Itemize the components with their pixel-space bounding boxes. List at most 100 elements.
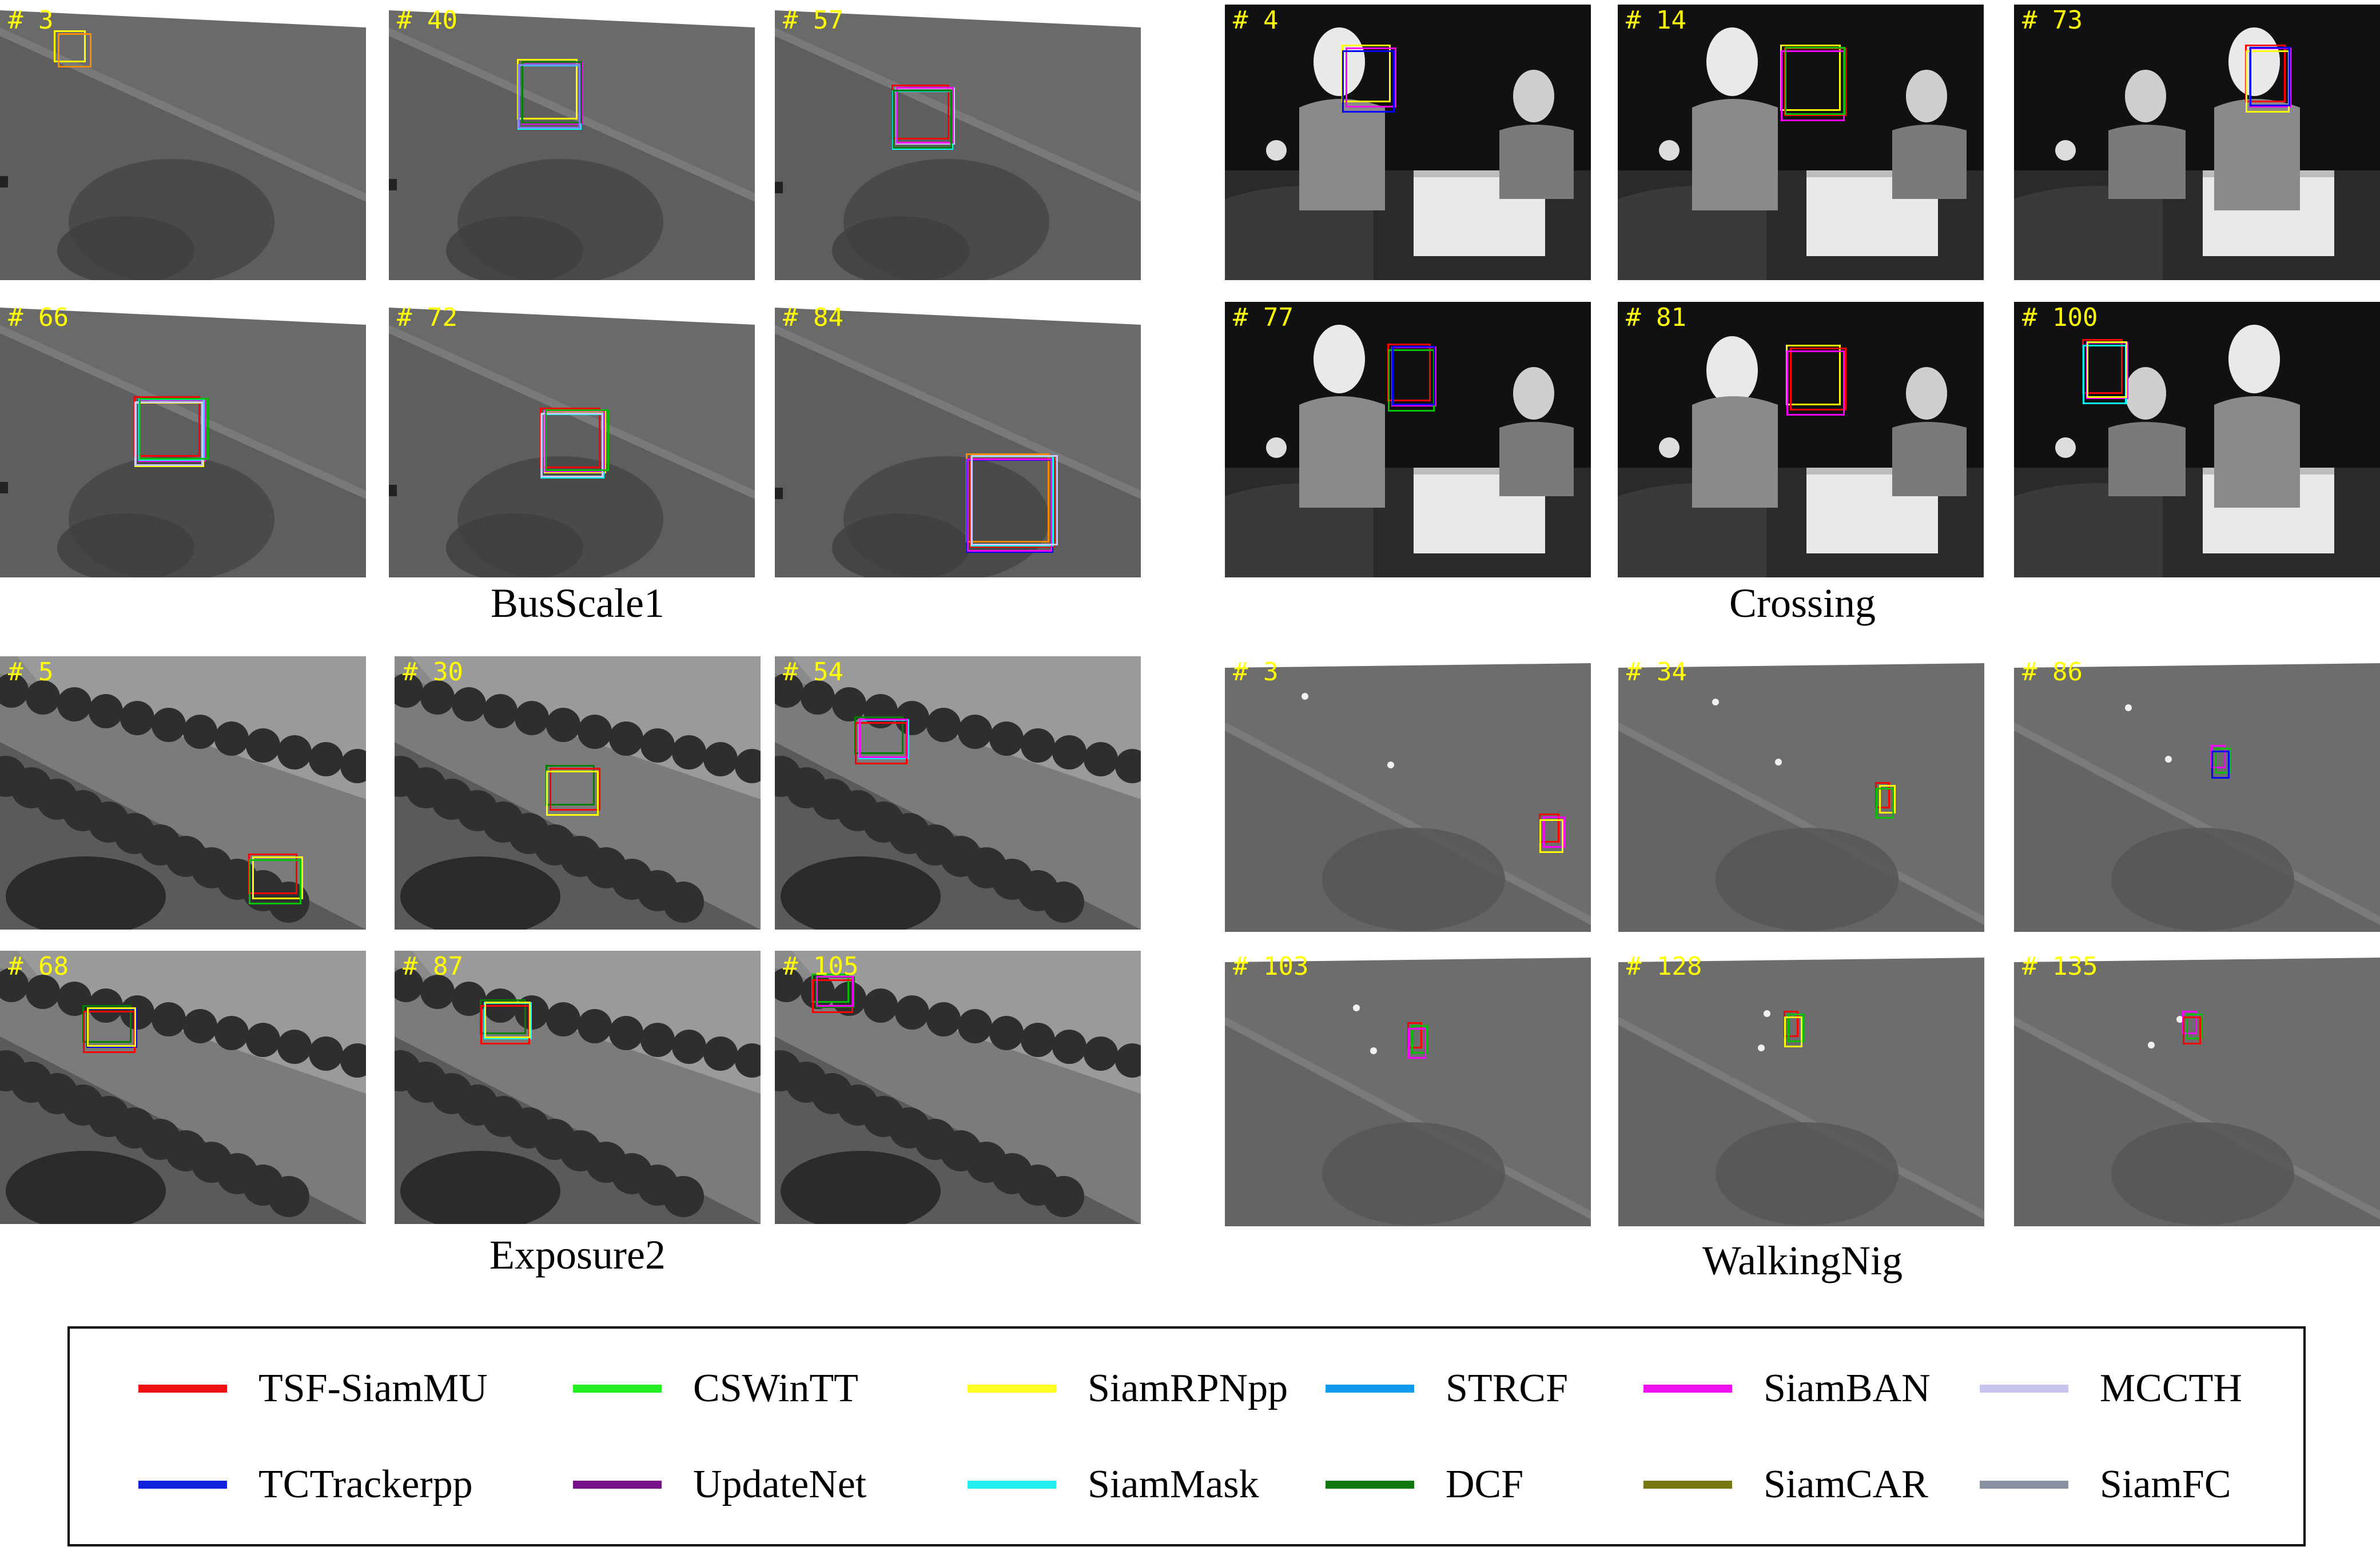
bounding-box	[1876, 788, 1894, 819]
legend-swatch	[573, 1481, 662, 1489]
frame-number: # 30	[403, 657, 463, 687]
bounding-box	[896, 87, 954, 143]
bounding-box	[249, 859, 301, 904]
bounding-box	[546, 771, 599, 816]
bounding-box	[1786, 350, 1845, 416]
legend-label: CSWinTT	[693, 1366, 858, 1410]
frame-number: # 14	[1626, 6, 1686, 35]
frame-number: # 40	[397, 6, 457, 35]
bounding-box	[1539, 819, 1563, 853]
legend-label: SiamFC	[2100, 1462, 2231, 1506]
legend-label: SiamCAR	[1764, 1462, 1928, 1506]
frame-number: # 3	[8, 6, 54, 35]
frame-number: # 128	[1626, 952, 1702, 981]
bounding-box	[54, 30, 86, 62]
legend-label: SiamMask	[1088, 1462, 1259, 1506]
legend-label: TSF-SiamMU	[258, 1366, 488, 1410]
tracking-frame: # 84	[775, 302, 1141, 577]
frame-number: # 54	[783, 657, 843, 687]
sequence-caption: BusScale1	[491, 580, 664, 626]
bounding-box	[1788, 1014, 1804, 1042]
bounding-box	[484, 1002, 531, 1038]
legend-label: UpdateNet	[693, 1462, 867, 1506]
bounding-box	[1408, 1028, 1426, 1059]
legend-swatch	[1643, 1385, 1732, 1393]
frame-number: # 77	[1233, 303, 1294, 332]
bounding-box	[550, 768, 600, 811]
legend-label: DCF	[1446, 1462, 1524, 1506]
tracking-frame: # 66	[0, 302, 366, 577]
legend-swatch	[968, 1481, 1056, 1489]
bounding-box	[87, 1007, 136, 1047]
legend-swatch	[1980, 1385, 2068, 1393]
bounding-box	[1785, 47, 1845, 115]
bounding-box	[545, 409, 609, 471]
tracking-frame: # 40	[389, 5, 755, 280]
frame-number: # 135	[2022, 952, 2098, 981]
sequence-caption: Exposure2	[489, 1232, 666, 1278]
bounding-box	[252, 856, 303, 899]
legend-label: SiamRPNpp	[1088, 1366, 1288, 1410]
tracking-frame: # 4	[1225, 5, 1591, 280]
frame-number: # 105	[783, 952, 859, 981]
bounding-box	[816, 976, 854, 1007]
bounding-box	[1342, 50, 1395, 113]
tracking-frame: # 100	[2014, 302, 2380, 577]
tracking-frame: # 3	[1225, 656, 1591, 932]
legend-label: SiamBAN	[1764, 1366, 1931, 1410]
tracking-frame: # 14	[1618, 5, 1984, 280]
frame-number: # 72	[397, 303, 457, 332]
bounding-box	[2211, 751, 2230, 779]
legend-swatch	[138, 1481, 227, 1489]
sequence-caption: Crossing	[1729, 580, 1876, 626]
tracking-frame: # 128	[1618, 951, 1984, 1226]
bounding-box	[1784, 1016, 1802, 1047]
bounding-box	[1346, 47, 1396, 107]
frame-number: # 57	[783, 6, 843, 35]
bounding-box	[2183, 1016, 2201, 1044]
bounding-box	[135, 401, 203, 466]
bounding-box	[139, 398, 209, 460]
bounding-box	[58, 33, 91, 67]
tracking-frame: # 73	[2014, 5, 2380, 280]
legend-swatch	[968, 1385, 1056, 1393]
tracking-frame: # 105	[775, 951, 1141, 1224]
frame-number: # 81	[1626, 303, 1686, 332]
frame-number: # 34	[1626, 657, 1687, 687]
tracking-frame: # 87	[395, 951, 761, 1224]
bounding-box	[971, 455, 1058, 545]
tracking-frame: # 77	[1225, 302, 1591, 577]
bounding-box	[1411, 1025, 1428, 1054]
bounding-box	[859, 719, 908, 758]
legend-swatch	[1326, 1385, 1414, 1393]
tracking-frame: # 57	[775, 5, 1141, 280]
legend-label: MCCTH	[2100, 1366, 2242, 1410]
bounding-box	[1879, 785, 1896, 814]
tracking-frame: # 72	[389, 302, 755, 577]
frame-number: # 73	[2022, 6, 2083, 35]
tracking-frame: # 34	[1618, 656, 1984, 932]
tracking-frame: # 86	[2014, 656, 2380, 932]
bounding-box	[1790, 348, 1846, 410]
sequence-caption: WalkingNig	[1702, 1238, 1903, 1283]
legend-swatch	[1326, 1481, 1414, 1489]
tracking-frame: # 103	[1225, 951, 1591, 1226]
bounding-box	[2215, 748, 2231, 774]
frame-number: # 86	[2022, 657, 2083, 687]
tracking-frame: # 5	[0, 656, 366, 930]
bounding-box	[2186, 1014, 2203, 1039]
bounding-box	[2087, 341, 2127, 398]
tracking-frame: # 135	[2014, 951, 2380, 1226]
tracking-frame: # 54	[775, 656, 1141, 930]
tracking-frame: # 81	[1618, 302, 1984, 577]
legend: TSF-SiamMU CSWinTT SiamRPNpp STRCF SiamBAN MC…	[67, 1326, 2306, 1546]
bounding-box	[1543, 816, 1565, 848]
frame-number: # 103	[1233, 952, 1309, 981]
tracking-frame: # 30	[395, 656, 761, 930]
frame-number: # 4	[1233, 6, 1279, 35]
frame-number: # 100	[2022, 303, 2098, 332]
bounding-box	[967, 458, 1052, 552]
frame-number: # 84	[783, 303, 843, 332]
legend-swatch	[573, 1385, 662, 1393]
frame-number: # 66	[8, 303, 69, 332]
